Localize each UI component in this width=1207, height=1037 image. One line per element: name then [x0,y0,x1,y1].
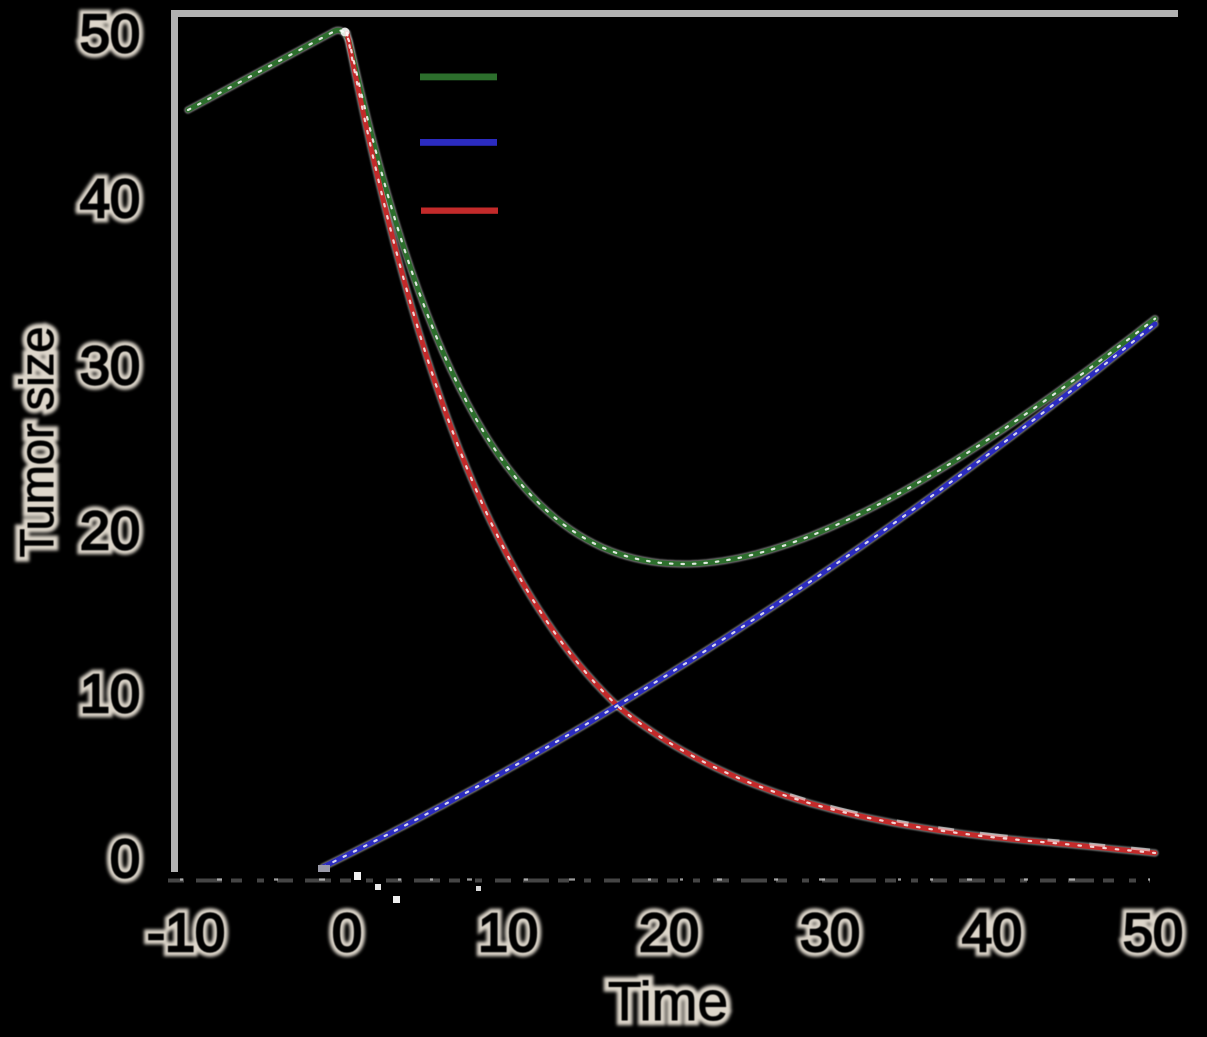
svg-text:0: 0 [110,829,140,889]
svg-text:30: 30 [80,336,140,396]
svg-text:0: 0 [332,903,362,963]
svg-text:10: 10 [80,664,140,724]
svg-text:Tumor size: Tumor size [10,327,63,558]
svg-text:Time: Time [608,970,728,1032]
svg-text:50: 50 [1123,903,1183,963]
svg-text:50: 50 [80,4,140,64]
svg-text:20: 20 [639,903,699,963]
svg-text:40: 40 [80,169,140,229]
svg-text:Tumor size: Tumor size [10,327,63,558]
svg-text:50: 50 [80,4,140,64]
svg-text:20: 20 [639,903,699,963]
svg-text:-10: -10 [147,903,225,963]
svg-text:40: 40 [962,903,1022,963]
svg-text:30: 30 [80,336,140,396]
svg-text:30: 30 [800,903,860,963]
svg-text:0: 0 [110,829,140,889]
svg-text:20: 20 [80,501,140,561]
svg-text:50: 50 [1123,903,1183,963]
svg-text:40: 40 [80,169,140,229]
svg-text:Time: Time [608,970,728,1032]
svg-text:40: 40 [962,903,1022,963]
svg-text:-10: -10 [147,903,225,963]
svg-text:10: 10 [80,664,140,724]
svg-text:30: 30 [800,903,860,963]
svg-text:10: 10 [478,903,538,963]
svg-text:10: 10 [478,903,538,963]
svg-text:20: 20 [80,501,140,561]
svg-text:0: 0 [332,903,362,963]
